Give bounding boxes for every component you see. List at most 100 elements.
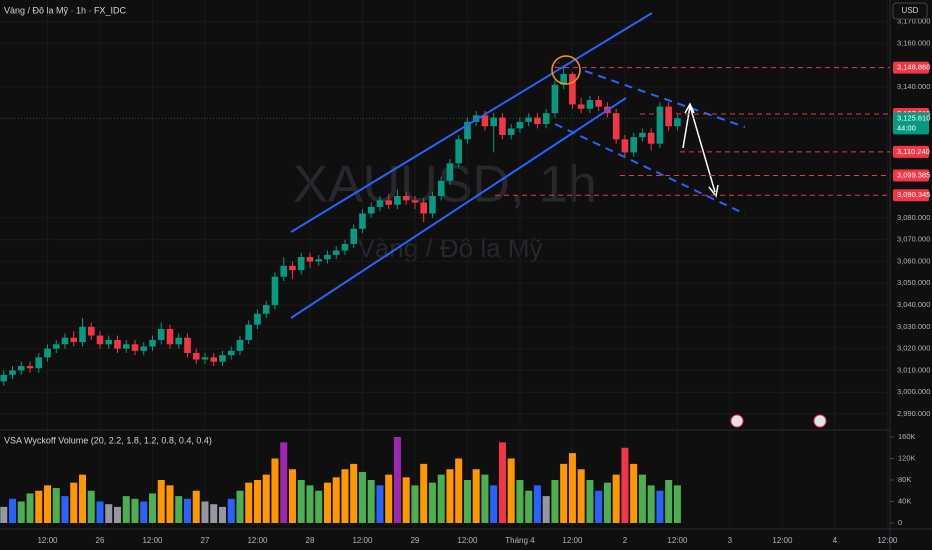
candle-body [350,228,358,244]
currency-button[interactable] [892,2,928,20]
y-tick-label: 3,080.000 [897,213,930,222]
volume-bar [201,501,209,523]
volume-bar [673,485,681,523]
event-icon[interactable] [813,414,827,428]
y-tick-label: 3,040.000 [897,300,930,309]
volume-bar [78,474,86,523]
volume-bar [402,477,410,523]
candle-body [149,339,156,347]
volume-bar [350,463,358,523]
candle-body [359,213,366,229]
candle-body [525,117,532,122]
last-price-box [893,112,929,135]
x-tick-label: 26 [96,536,105,545]
candle-body [411,200,419,203]
candle-body [52,344,60,349]
candle-body [656,106,664,144]
volume-bar [52,488,60,523]
level-label-box [893,189,929,202]
volume-bar [525,490,533,523]
x-tick-label: 12:00 [667,536,688,545]
volume-bar [148,493,156,523]
level-label: 3,090.345 [897,190,930,199]
volume-bar [306,485,314,523]
candle-body [280,265,288,277]
volume-tick-label: 160K [898,432,916,441]
arrow-head [708,184,719,198]
candle-body [402,196,410,201]
candle-body [499,117,506,135]
candle-body [157,329,165,340]
highlight-circle [551,55,581,85]
watermark: XAUUSD, 1h [293,156,596,214]
volume-bar [428,482,436,523]
candle-body [455,139,462,164]
candle-body [175,337,183,345]
volume-bar [332,477,340,523]
candle-body [236,339,244,351]
candle-body [376,200,384,207]
candle-body [674,118,681,127]
candle-body [131,344,139,351]
candle-body [87,326,95,336]
candle-body [166,329,174,345]
volume-bar [70,482,78,523]
volume-bar [630,463,638,523]
volume-bar [271,458,279,523]
x-tick-label: 12:00 [772,536,793,545]
candle-body [227,350,235,356]
volume-bar [297,479,305,523]
candle-body [9,370,16,375]
volume-bar [26,493,34,523]
volume-bar [393,436,401,523]
candle-body [61,337,69,345]
volume-bar [245,482,253,523]
volume-tick-label: 120K [898,453,916,462]
candle-body [385,200,393,205]
volume-bar [341,469,349,523]
volume-bar [595,490,603,523]
y-tick-label: 3,140.000 [897,82,930,91]
volume-bar [157,479,165,523]
volume-bar [507,458,515,523]
level-label: 3,099.385 [897,171,930,180]
volume-bar [586,479,594,523]
candle-body [507,128,515,135]
candle-body [0,374,8,382]
chart-title: Vàng / Đô la Mỹ · 1h · FX_IDC [4,5,127,15]
volume-tick-label: 40K [898,496,911,505]
candle-body [621,139,629,153]
y-tick-label: 3,050.000 [897,278,930,287]
volume-bar [551,479,559,523]
volume-bar [0,506,8,523]
volume-bar [44,485,52,523]
volume-bar [612,474,620,523]
volume-bar [183,498,191,523]
candle-body [96,335,104,345]
x-tick-label: 12:00 [37,536,58,545]
x-tick-label: 4 [833,536,838,545]
volume-bar [455,458,463,523]
candle-body [262,305,270,314]
candle-body [586,100,594,109]
candle-body [201,357,209,360]
volume-bar [210,504,218,523]
volume-bar [35,490,43,523]
level-label-box [893,61,929,74]
candle-body [184,337,191,353]
y-tick-label: 3,000.000 [897,387,930,396]
level-label-box [893,145,929,158]
candle-body [341,243,349,251]
volume-bar [481,474,489,523]
watermark-subtitle: Vàng / Đô la Mỹ [358,233,543,263]
candle-body [17,366,25,371]
event-icon[interactable] [730,414,744,428]
dashed-trend [584,70,746,128]
volume-bar [647,485,655,523]
candle-body [210,357,218,362]
volume-bar [358,471,366,523]
level-label: 3,148.860 [897,63,930,72]
candle-body [464,121,471,140]
volume-bar [323,482,331,523]
countdown: 44:00 [897,123,916,132]
